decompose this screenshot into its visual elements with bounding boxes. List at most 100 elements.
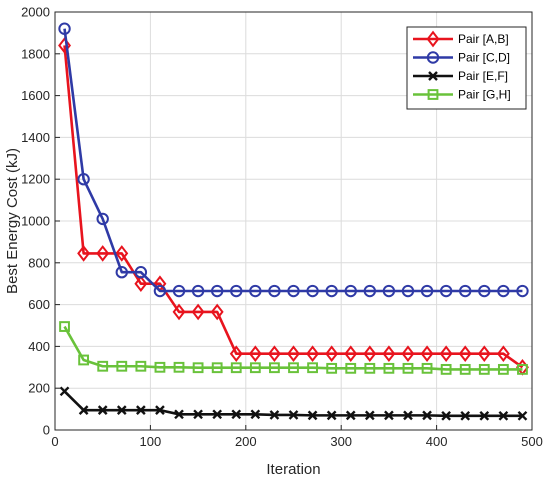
data-point xyxy=(344,284,357,298)
data-point xyxy=(212,409,223,420)
series-3 xyxy=(59,321,528,375)
series-line xyxy=(63,45,524,369)
data-point xyxy=(210,284,224,298)
y-tick-label: 2000 xyxy=(21,5,50,20)
data-point xyxy=(516,284,529,298)
y-axis-title: Best Energy Cost (kJ) xyxy=(4,148,21,294)
legend-marker xyxy=(426,30,440,48)
data-point xyxy=(58,22,71,35)
data-point xyxy=(403,410,413,421)
data-point xyxy=(97,405,108,415)
data-point xyxy=(420,345,434,363)
data-point xyxy=(287,345,300,363)
x-axis-title: Iteration xyxy=(266,461,320,478)
data-point xyxy=(78,405,89,415)
data-point xyxy=(422,410,432,421)
data-point xyxy=(191,284,205,298)
data-point xyxy=(97,360,109,372)
data-point xyxy=(96,212,109,226)
data-point xyxy=(363,345,377,363)
x-tick-label: 300 xyxy=(330,434,352,449)
data-point xyxy=(325,284,338,298)
legend-label: Pair [E,F] xyxy=(458,69,508,83)
legend-item: Pair [A,B] xyxy=(413,30,509,48)
data-point xyxy=(249,362,261,374)
data-point xyxy=(230,362,242,374)
data-point xyxy=(401,345,415,363)
data-point xyxy=(307,410,318,421)
data-point xyxy=(441,410,451,421)
series-1 xyxy=(58,22,529,298)
data-point xyxy=(478,363,490,375)
series-2 xyxy=(59,386,528,421)
data-point xyxy=(115,266,128,279)
data-point xyxy=(59,386,70,397)
data-point xyxy=(249,284,262,298)
data-point xyxy=(384,410,394,421)
data-point xyxy=(230,284,243,298)
data-point xyxy=(478,284,491,298)
legend-label: Pair [C,D] xyxy=(458,51,510,65)
data-point xyxy=(174,409,184,420)
data-point xyxy=(115,245,129,262)
data-point xyxy=(439,345,453,363)
y-tick-label: 1600 xyxy=(21,88,50,103)
data-point xyxy=(420,284,434,298)
data-point xyxy=(231,409,242,420)
data-point xyxy=(173,361,185,373)
data-point xyxy=(77,173,90,186)
y-tick-label: 400 xyxy=(28,339,50,354)
data-point xyxy=(382,284,396,298)
x-tick-label: 200 xyxy=(235,434,257,449)
data-point xyxy=(135,360,147,372)
data-point xyxy=(155,405,165,415)
data-point xyxy=(402,362,414,374)
data-point xyxy=(96,245,110,262)
legend-label: Pair [A,B] xyxy=(458,32,509,46)
y-tick-label: 0 xyxy=(43,423,50,438)
data-point xyxy=(459,284,472,298)
data-point xyxy=(382,345,396,363)
data-point xyxy=(58,37,72,54)
data-point xyxy=(364,362,376,374)
data-point xyxy=(479,410,490,421)
data-point xyxy=(459,363,471,375)
y-tick-label: 1200 xyxy=(21,172,50,187)
data-point xyxy=(477,345,491,363)
data-point xyxy=(517,410,528,421)
data-point xyxy=(345,410,356,421)
data-point xyxy=(248,345,262,363)
data-point xyxy=(364,410,375,421)
data-point xyxy=(134,266,148,279)
data-point xyxy=(267,345,281,363)
y-tick-label: 800 xyxy=(28,255,50,270)
legend-marker xyxy=(427,89,439,100)
data-point xyxy=(250,409,261,420)
legend-item: Pair [G,H] xyxy=(413,88,511,102)
data-point xyxy=(383,362,395,374)
y-tick-label: 1400 xyxy=(21,130,50,145)
x-tick-label: 100 xyxy=(140,434,162,449)
data-point xyxy=(136,405,146,415)
data-point xyxy=(325,345,339,363)
data-point xyxy=(154,361,166,373)
data-point xyxy=(172,303,186,321)
series-0 xyxy=(58,37,529,376)
data-point xyxy=(211,362,223,374)
data-point xyxy=(269,410,280,420)
data-point xyxy=(78,354,90,366)
data-point xyxy=(401,284,415,298)
data-point xyxy=(440,363,452,375)
ticks: 0 100 200 300 400 500 0 200 400 600 800 1000 1200 140… xyxy=(21,5,543,450)
data-point xyxy=(497,284,510,298)
data-point xyxy=(287,284,300,298)
data-point xyxy=(498,410,509,421)
data-point xyxy=(153,284,167,298)
data-point xyxy=(326,410,337,421)
data-point xyxy=(439,284,453,298)
legend-marker xyxy=(428,71,438,81)
data-point xyxy=(288,410,299,420)
data-point xyxy=(59,321,70,332)
series-line xyxy=(63,28,523,293)
